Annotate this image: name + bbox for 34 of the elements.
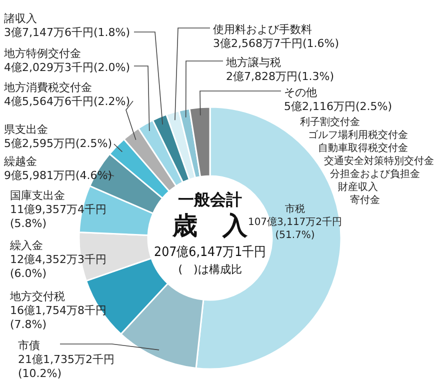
slice-label: 諸収入 — [4, 12, 37, 25]
text: 交通安全対策特別交付金 — [324, 155, 434, 167]
slice-label: 地方消費税交付金 — [3, 81, 92, 94]
text: 分担金および負担金 — [330, 168, 420, 180]
text: 歳 入 — [172, 211, 248, 240]
slice-label: その他 — [284, 86, 317, 99]
slice-label: 市税 — [285, 203, 305, 215]
data-label: 21億1,735万2千円(10.2%) — [18, 353, 114, 380]
slice-label: 使用料および手数料 — [213, 23, 312, 36]
slice-label: 繰越金 — [3, 155, 37, 168]
text: 利子割交付金 — [300, 116, 360, 128]
text: 207億6,147万1千円 — [154, 245, 276, 260]
data-label: 4億5,564万6千円(2.2%) — [4, 95, 130, 108]
data-label: 12億4,352万3千円(6.0%) — [10, 253, 106, 280]
text: 寄付金 — [350, 194, 380, 206]
text: 自動車取得税交付金 — [318, 142, 408, 154]
text: 一般会計 — [178, 190, 242, 209]
data-label: 2億7,828万円(1.3%) — [226, 70, 334, 83]
slice-label: 国庫支出金 — [10, 189, 65, 202]
slice-label: 市債 — [18, 339, 40, 352]
slice-label: 地方交付税 — [9, 290, 65, 303]
text: 財産収入 — [338, 181, 378, 193]
data-label: 5億2,116万円(2.5%) — [284, 100, 392, 113]
slice-label: 地方譲与税 — [225, 56, 281, 69]
data-label: 3億7,147万6千円(1.8%) — [4, 26, 130, 39]
slice-label: 繰入金 — [9, 239, 43, 252]
data-label: 5億2,595万円(2.5%) — [4, 137, 112, 150]
data-label: 4億2,029万3千円(2.0%) — [4, 61, 130, 74]
text: ゴルフ場利用税交付金 — [308, 129, 408, 141]
slice-label: 県支出金 — [4, 123, 48, 136]
text: ( )は構成比 — [178, 263, 242, 276]
data-label: 107億3,117万2千円(51.7%) — [248, 216, 342, 241]
slice-label: 地方特例交付金 — [3, 47, 81, 60]
data-label: 3億2,568万7千円(1.6%) — [213, 37, 340, 50]
